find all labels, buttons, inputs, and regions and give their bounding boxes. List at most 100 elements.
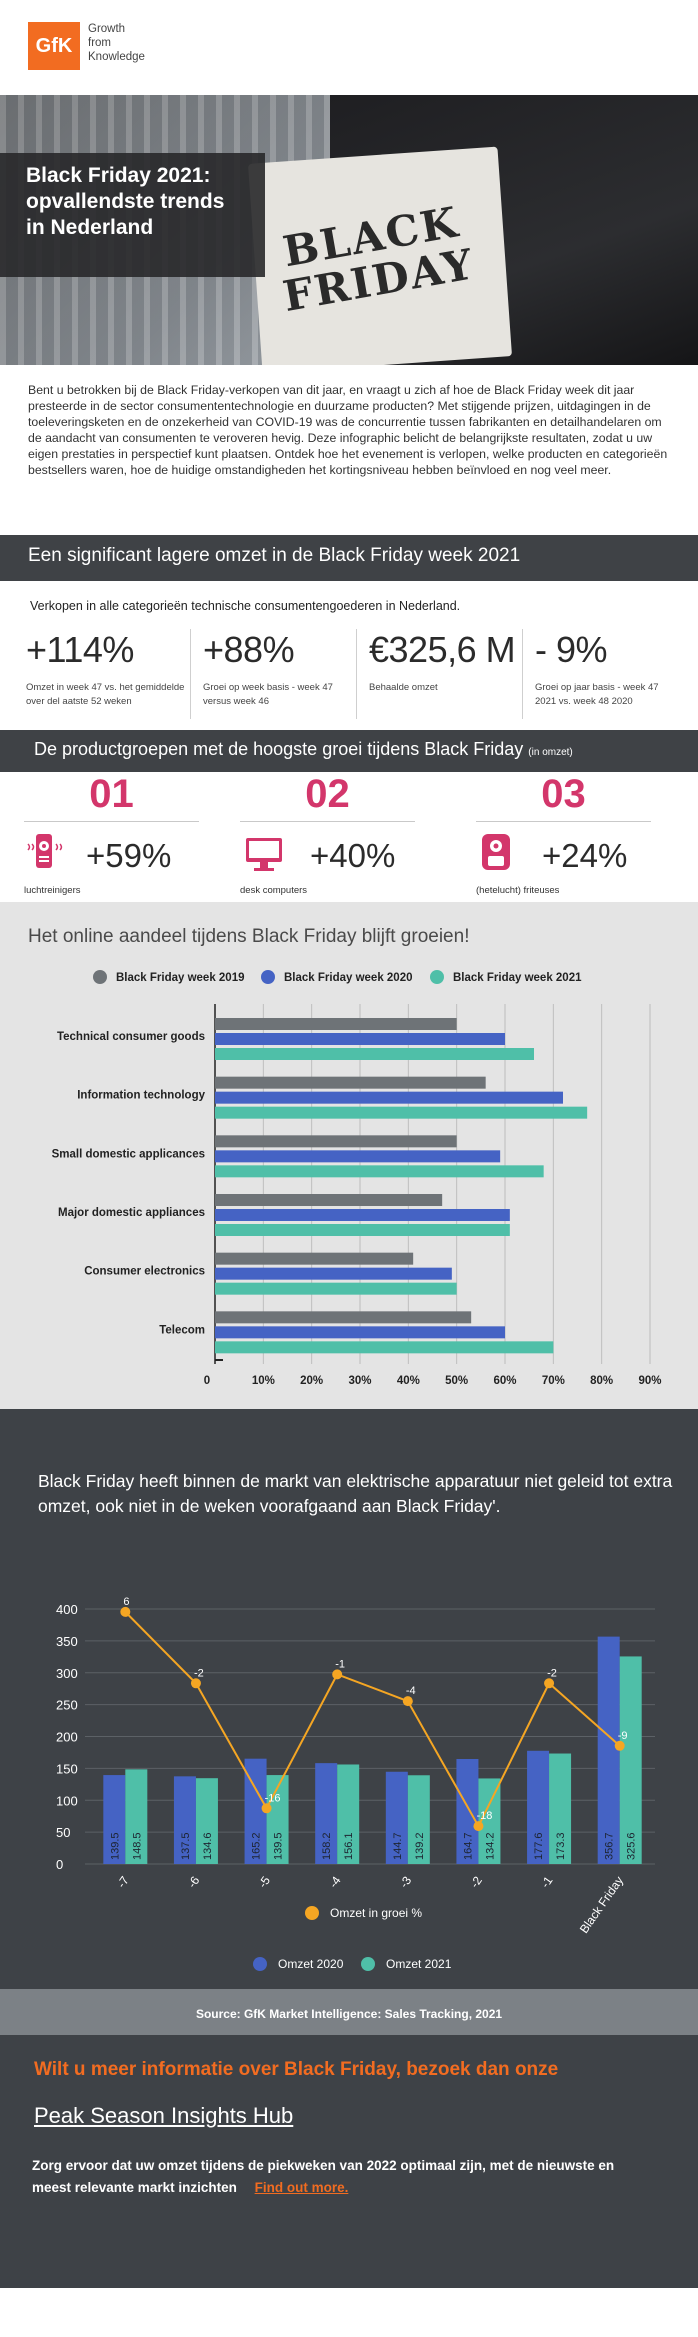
bar [215,1224,510,1236]
bar-value-label: 139.2 [414,1832,426,1860]
bar [215,1076,486,1089]
header: GfK Growth from Knowledge [0,0,698,95]
divider [476,821,651,822]
bar [215,1048,534,1060]
growth-label: -2 [547,1667,557,1679]
y-tick-label: 100 [56,1793,78,1808]
legend-swatch [430,970,444,984]
bar-value-label: 165.2 [251,1832,263,1860]
growth-percent: +24% [542,837,628,874]
gfk-logo[interactable]: GfK [28,22,80,70]
bar [215,1282,457,1295]
x-tick-label: 40% [397,1375,420,1387]
stats-row: +114% Omzet in week 47 vs. het gemiddeld… [0,629,698,730]
section-title-note: (in omzet) [528,747,573,758]
y-tick-label: 300 [56,1666,78,1681]
x-tick-label: 30% [348,1375,371,1387]
growth-point [402,1696,413,1707]
footer-description-text: Zorg ervoor dat uw omzet tijdens de piek… [32,2158,615,2195]
bar [125,1769,148,1864]
bar [597,1636,620,1864]
bar [103,1775,126,1864]
footer: Wilt u meer informatie over Black Friday… [0,2035,698,2288]
x-tick-label: 20% [300,1375,323,1387]
growth-line [124,1611,621,1829]
hero-title-line: opvallendste trends [26,190,225,213]
legend-label: Omzet in groei % [330,1906,422,1920]
rank-number: 01 [89,772,134,816]
bar-value-label: 164.7 [462,1832,474,1860]
online-share-title: Het online aandeel tijdens Black Friday … [28,926,470,947]
legend-label: Black Friday week 2021 [453,972,582,984]
x-tick-label: 0 [204,1375,210,1387]
legend-swatch [305,1906,319,1920]
x-tick-label: -4 [326,1873,344,1890]
bar-value-label: 356.7 [604,1832,616,1860]
revenue-weeks-title: Black Friday heeft binnen de markt van e… [38,1471,673,1516]
bar [619,1656,642,1864]
bar [215,1018,457,1030]
y-tick-label: 350 [56,1634,78,1649]
x-tick-label: Black Friday [577,1874,626,1936]
bar-value-label: 139.5 [273,1832,285,1860]
stat-value: +88% [203,629,295,670]
bar-value-label: 134.2 [484,1832,496,1860]
x-tick-label: -6 [185,1873,203,1890]
x-tick-label: 70% [542,1375,565,1387]
bar [215,1267,452,1280]
section-title-growth: De productgroepen met de hoogste groei t… [0,730,698,772]
stat-value: - 9% [535,629,608,670]
growth-percent: +40% [310,837,396,874]
product-groups: 01 +59% luchtreinigers 02 +40% desk comp… [0,772,698,902]
category-label: Telecom [159,1324,205,1336]
growth-point [473,1821,484,1832]
air-fryer-icon [482,834,510,870]
product-group-card: 01 +59% luchtreinigers [24,772,199,902]
stat-caption: Groei op jaar basis - week 47 2021 vs. w… [535,682,659,707]
hero-banner: BLACK FRIDAY Black Friday 2021: opvallen… [0,95,698,365]
x-tick-label: -1 [538,1873,556,1890]
hero-title-line: in Nederland [26,216,154,239]
y-tick-label: 200 [56,1730,78,1745]
bar [337,1764,360,1864]
growth-point [120,1606,131,1617]
divider [240,821,415,822]
stat-card: +88% Groei op week basis - week 47 versu… [190,629,355,719]
growth-label: 6 [123,1596,129,1608]
category-label: Major domestic appliances [58,1207,205,1219]
desktop-computer-icon [246,838,282,871]
find-out-more-link[interactable]: Find out more. [254,2180,349,2195]
y-tick-label: 250 [56,1698,78,1713]
weekly-revenue-combo-chart: 0 50 100 150 200 250 300 350 400 139.5 148.5 -7 137.… [56,1596,655,1971]
footer-cta: Wilt u meer informatie over Black Friday… [34,2059,559,2080]
x-tick-label: 80% [590,1375,613,1387]
bar [215,1209,510,1221]
growth-point [332,1669,343,1680]
bar [215,1150,501,1163]
growth-point [614,1740,625,1751]
bar [407,1775,430,1864]
rank-number: 02 [305,772,350,816]
bar [244,1758,267,1864]
bar-value-label: 139.5 [109,1832,121,1860]
bar [215,1311,472,1324]
x-tick-label: -2 [467,1873,485,1890]
category-label: Technical consumer goods [57,1031,205,1043]
air-purifier-icon [27,834,63,868]
legend-label: Black Friday week 2019 [116,972,245,984]
growth-label: -16 [265,1792,281,1804]
bar [215,1326,505,1339]
bar-value-label: 134.6 [202,1832,214,1860]
insights-hub-link[interactable]: Peak Season Insights Hub [34,2103,294,2128]
y-tick-label: 0 [56,1857,63,1872]
bar-value-label: 148.5 [131,1832,143,1860]
legend-swatch [253,1957,267,1971]
bar [215,1033,505,1045]
section-title-text: De productgroepen met de hoogste groei t… [34,739,524,759]
bar [215,1135,457,1148]
stat-caption: Behaalde omzet [369,682,438,693]
product-group-card: 03 +24% (hetelucht) friteuses [476,772,651,902]
legend-swatch [261,970,275,984]
growth-label: -2 [194,1667,204,1679]
x-tick-label: 10% [252,1375,275,1387]
